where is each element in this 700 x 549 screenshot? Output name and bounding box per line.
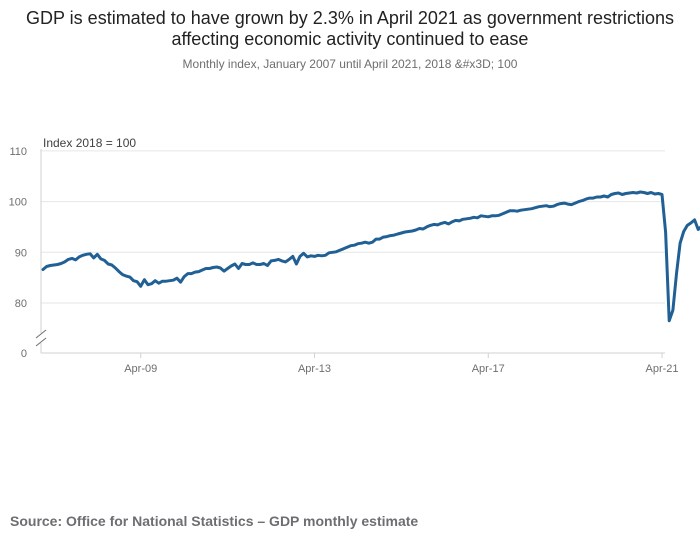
y-tick-label: 100 (9, 197, 27, 209)
x-tick-label: Apr-21 (645, 363, 678, 375)
chart-subtitle: Monthly index, January 2007 until April … (182, 57, 518, 71)
y-tick-label: 90 (15, 247, 27, 259)
y-tick-label: 80 (15, 298, 27, 310)
axis-break-mark (35, 329, 47, 339)
y-axis-unit-label: Index 2018 = 100 (43, 136, 136, 150)
axis-break-mark (35, 337, 47, 347)
x-tick-label: Apr-13 (298, 363, 331, 375)
gridlines (41, 150, 665, 304)
gdp-index-line (41, 190, 700, 323)
chart-title: GDP is estimated to have grown by 2.3% i… (26, 8, 674, 49)
y-tick-label: 0 (21, 348, 27, 360)
series-layer (41, 190, 700, 323)
y-tick-label: 110 (9, 146, 27, 158)
source-note: Source: Office for National Statistics –… (10, 513, 419, 529)
x-tick-label: Apr-09 (124, 363, 157, 375)
x-tick-label: Apr-17 (472, 363, 505, 375)
axes: 0 80 90 100 110 Apr-09 Apr-13 Apr-17 Apr-21 (9, 146, 679, 375)
